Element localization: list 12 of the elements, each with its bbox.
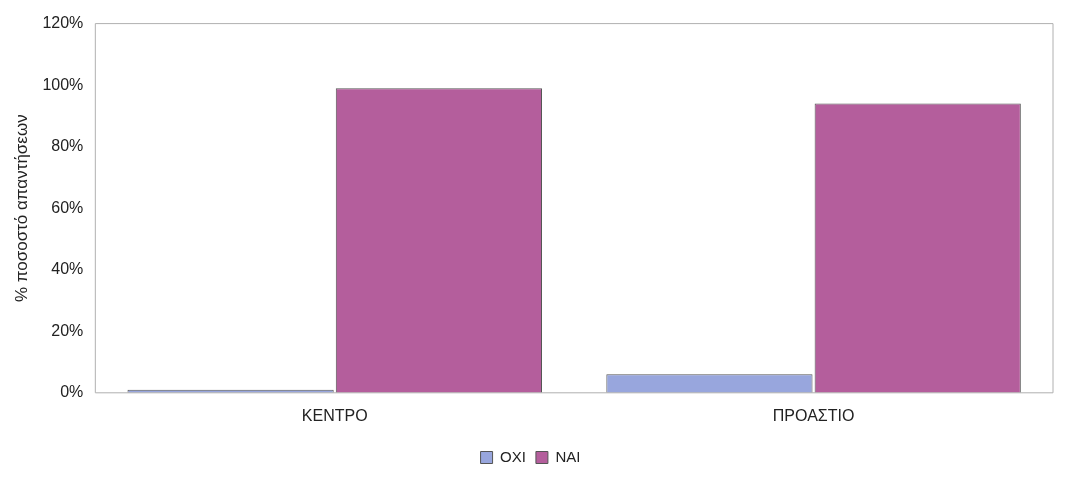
y-tick-label: 60% — [51, 198, 84, 216]
y-tick-label: 80% — [51, 137, 84, 155]
y-axis-title: % ποσοστό απαντήσεων — [11, 114, 31, 303]
y-tick-label: 120% — [42, 14, 84, 32]
x-tick-label: ΚΕΝΤΡΟ — [301, 406, 368, 424]
legend-label: ΝΑΙ — [555, 447, 581, 465]
y-tick-label: 20% — [51, 321, 84, 339]
legend-label: ΟΧΙ — [500, 447, 526, 465]
y-tick-label: 40% — [51, 260, 84, 278]
y-tick-label: 0% — [60, 383, 84, 401]
x-tick-label: ΠΡΟΑΣΤΙΟ — [772, 406, 855, 424]
y-tick-label: 100% — [42, 75, 84, 93]
